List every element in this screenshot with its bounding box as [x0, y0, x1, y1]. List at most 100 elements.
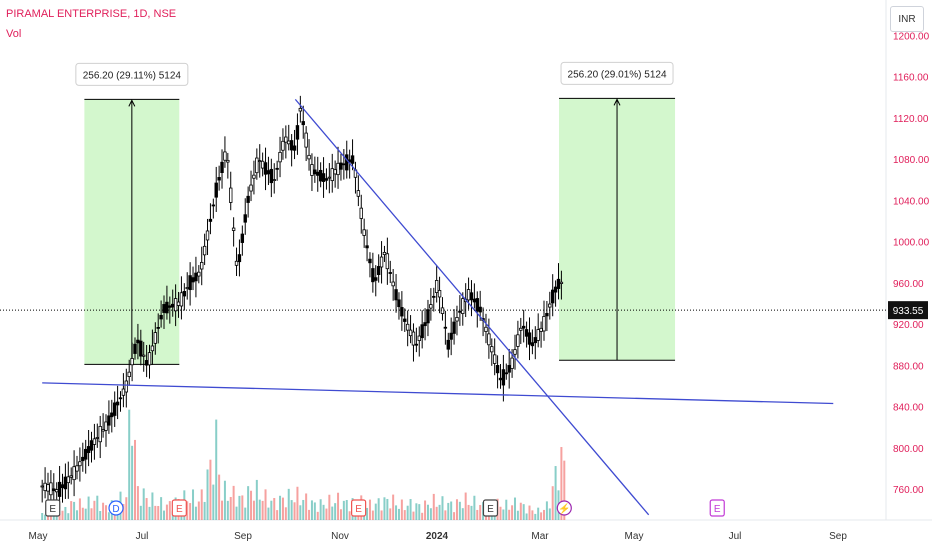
candle-body	[301, 121, 305, 126]
volume-bar	[165, 504, 168, 520]
candle-body	[229, 187, 233, 203]
time-tick-label: Jul	[136, 531, 149, 542]
candle-body	[461, 298, 465, 314]
volume-bar	[107, 512, 110, 520]
candle-body	[142, 354, 146, 357]
volume-bar	[368, 499, 371, 520]
volume-bar	[397, 508, 400, 520]
last-price-label: 933.55	[893, 306, 924, 317]
candle-body	[191, 277, 195, 283]
candle-body	[548, 303, 552, 308]
currency-button[interactable]: INR	[890, 6, 924, 32]
candle-body	[542, 316, 546, 332]
volume-label[interactable]: Vol	[6, 28, 22, 40]
event-marker-pink	[709, 499, 725, 517]
price-tick-label: 800.00	[893, 444, 924, 455]
volume-bar	[444, 510, 447, 520]
volume-bar	[258, 499, 261, 520]
candle-body	[43, 482, 47, 492]
candle-body	[327, 176, 332, 179]
volume-bar	[551, 486, 554, 520]
candle-body	[217, 177, 221, 181]
candle-body	[40, 485, 44, 488]
candle-body	[46, 484, 50, 492]
volume-bar	[371, 510, 374, 520]
event-marker-dark	[482, 499, 499, 517]
candle-body	[333, 169, 337, 175]
candle-body	[345, 154, 349, 171]
volume-bar	[221, 500, 224, 520]
volume-bar	[287, 488, 290, 520]
volume-bar	[189, 503, 192, 520]
volume-bar	[281, 497, 284, 520]
volume-bar	[513, 497, 516, 520]
volume-bar	[563, 460, 566, 520]
candle-body	[81, 456, 85, 462]
candle-body	[495, 365, 500, 374]
candle-body	[202, 245, 207, 256]
candle-body	[72, 466, 76, 481]
volume-bar	[142, 488, 145, 520]
volume-bar	[308, 509, 311, 520]
candle-body	[405, 323, 410, 331]
candle-body	[376, 266, 381, 275]
candle-body	[527, 332, 532, 345]
volume-bar	[67, 513, 70, 520]
volume-bar	[61, 510, 64, 520]
time-tick-label: Sep	[234, 531, 252, 542]
event-marker-label: ⚡	[558, 502, 570, 515]
volume-bar	[270, 500, 273, 520]
candle-body	[397, 299, 401, 308]
candle-body	[455, 317, 459, 322]
volume-bar	[276, 510, 279, 520]
candle-body	[266, 170, 271, 175]
volume-bar	[441, 496, 444, 520]
candle-body	[510, 357, 514, 369]
candle-body	[83, 448, 88, 460]
candle-body	[78, 461, 82, 467]
volume-bar	[186, 501, 189, 520]
volume-bar	[293, 502, 296, 520]
candle-body	[127, 371, 131, 377]
volume-bar	[415, 503, 418, 520]
candle-body	[130, 358, 134, 366]
candle-body	[153, 332, 158, 344]
volume-bar	[58, 514, 61, 520]
candle-body	[350, 155, 355, 164]
price-tick-label: 1200.00	[893, 31, 930, 42]
volume-bar	[328, 494, 331, 520]
volume-bar	[302, 499, 305, 520]
volume-bar	[244, 507, 247, 520]
volume-bar	[168, 501, 171, 520]
candle-body	[194, 272, 198, 282]
candle-body	[298, 107, 303, 112]
candle-body	[246, 195, 250, 203]
candle-body	[231, 227, 236, 231]
volume-bar	[305, 493, 308, 520]
candle-body	[414, 343, 419, 346]
symbol-title[interactable]: PIRAMAL ENTERPRISE, 1D, NSE	[6, 8, 177, 20]
volume-bar	[458, 501, 461, 520]
time-tick-label: Mar	[531, 531, 549, 542]
measure-range-label: 256.20 (29.11%) 5124	[83, 70, 182, 81]
candle-body	[466, 289, 471, 301]
volume-bar	[519, 502, 522, 520]
candle-body	[162, 304, 166, 313]
volume-bar	[232, 485, 235, 520]
candle-body	[420, 324, 424, 339]
volume-bar	[250, 490, 253, 520]
volume-bar	[531, 510, 534, 520]
volume-bar	[134, 439, 137, 520]
trendline-descending	[294, 98, 650, 516]
candle-body	[478, 306, 482, 313]
volume-bar	[290, 500, 293, 520]
volume-bar	[148, 506, 151, 520]
volume-bar	[461, 508, 464, 520]
volume-bar	[438, 504, 441, 520]
volume-bar	[218, 474, 221, 520]
volume-bar	[279, 495, 282, 520]
volume-bar	[44, 514, 47, 520]
volume-bar	[548, 508, 551, 520]
